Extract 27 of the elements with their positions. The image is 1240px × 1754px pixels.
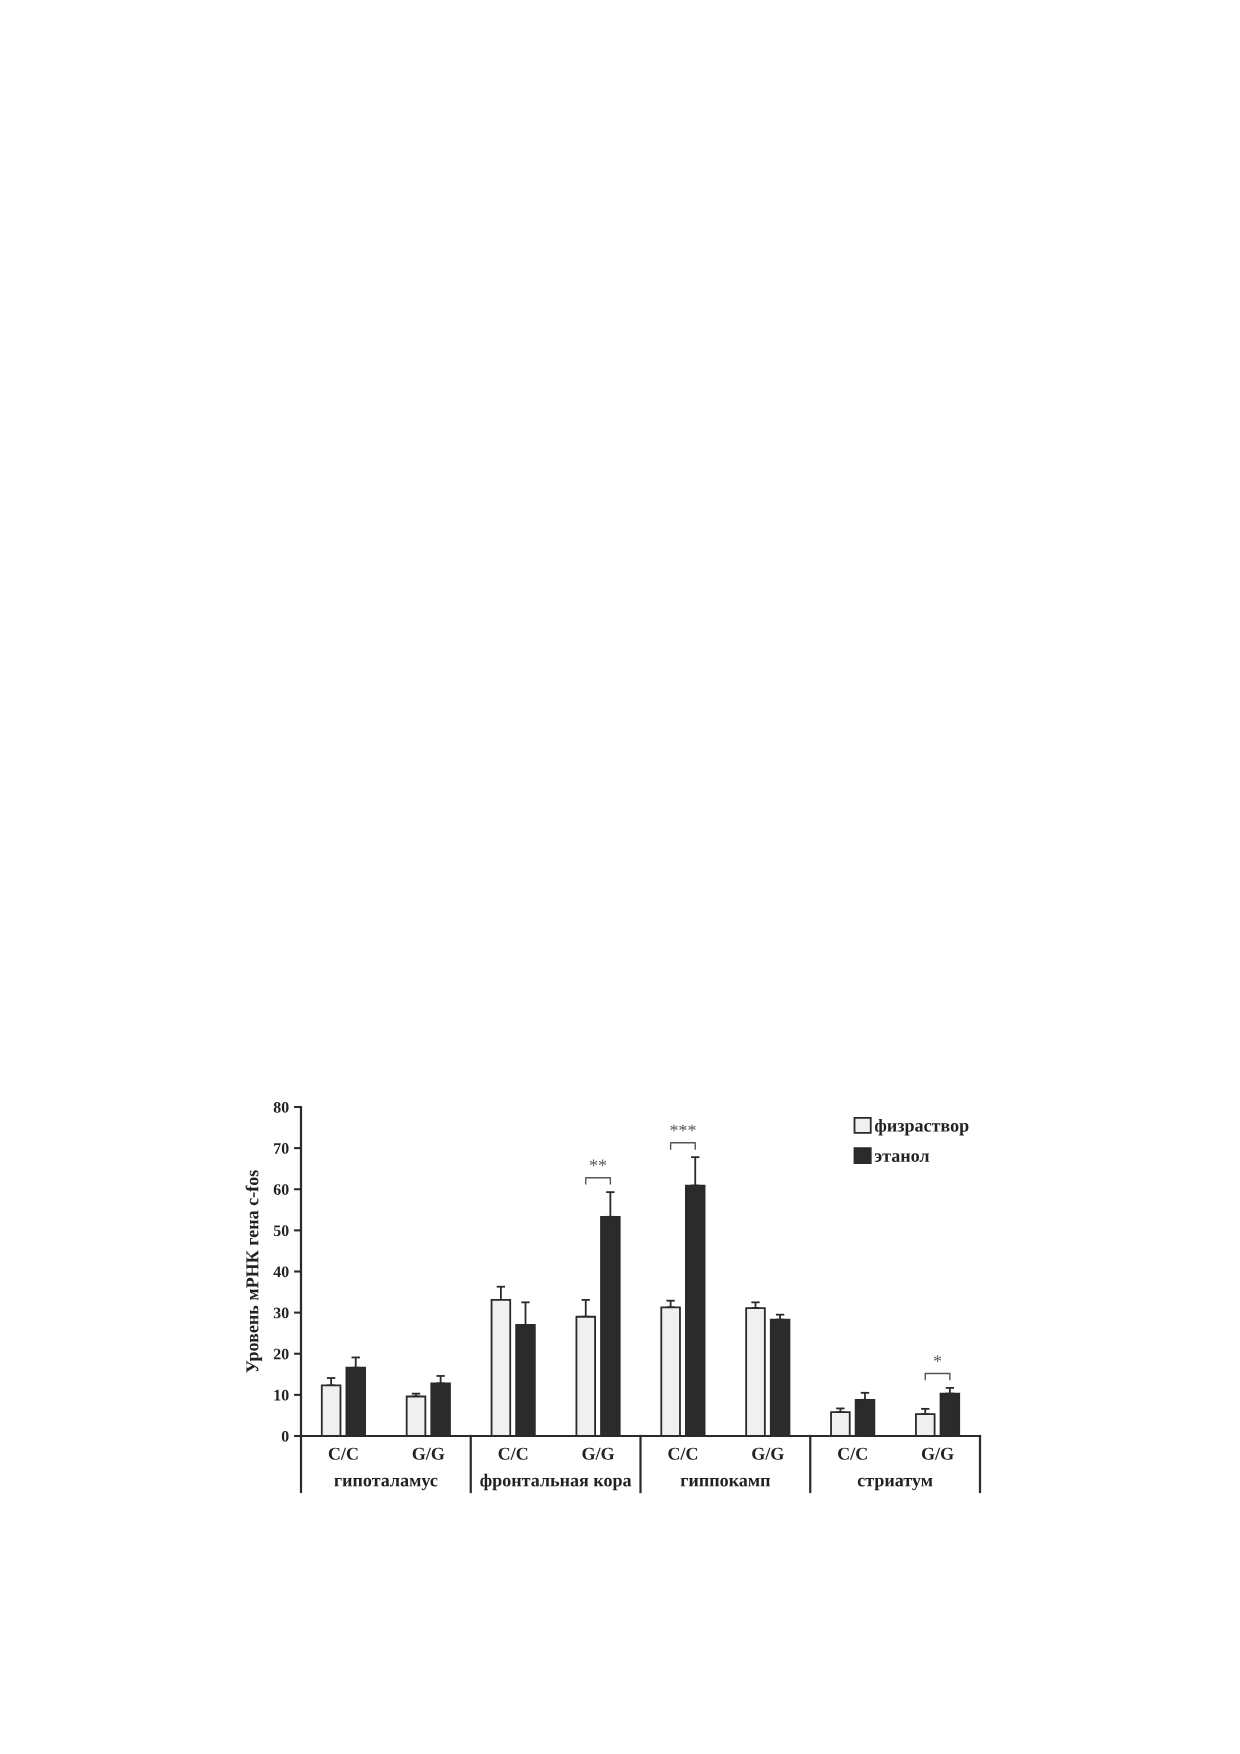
- annotation: **: [589, 1159, 607, 1167]
- x-tick-label: C/C: [498, 1447, 528, 1460]
- x-tick-label: G/G: [412, 1447, 445, 1460]
- y-axis-title: Уровень мРНК гена c-fos: [245, 1170, 263, 1373]
- y-tick-label: 30: [273, 1307, 289, 1319]
- x-tick-label: G/G: [921, 1447, 954, 1460]
- y-tick-label: 80: [273, 1101, 289, 1113]
- x-tick-label: C/C: [668, 1447, 698, 1460]
- x-tick-label: C/C: [328, 1447, 358, 1460]
- legend-label: этанол: [874, 1153, 930, 1162]
- y-tick-label: 10: [274, 1389, 289, 1401]
- text: гипоталамус: [334, 1477, 438, 1491]
- y-tick-label: 60: [273, 1184, 289, 1195]
- text: фронтальная кора: [480, 1473, 632, 1491]
- annotation: *: [933, 1355, 942, 1362]
- x-tick-label: G/G: [582, 1447, 615, 1460]
- annotation: ***: [670, 1124, 696, 1132]
- text: гиппокамп: [680, 1477, 771, 1487]
- legend-label: физраствор: [874, 1119, 969, 1136]
- y-tick-label: 20: [273, 1348, 289, 1360]
- y-tick-label: 40: [273, 1266, 289, 1278]
- y-tick-label: 70: [274, 1143, 289, 1154]
- y-tick-label: 50: [273, 1225, 289, 1237]
- x-tick-label: C/C: [838, 1447, 867, 1460]
- text: стриатум: [857, 1477, 933, 1491]
- x-tick-label: G/G: [752, 1447, 784, 1460]
- y-tick-label: 0: [281, 1430, 289, 1442]
